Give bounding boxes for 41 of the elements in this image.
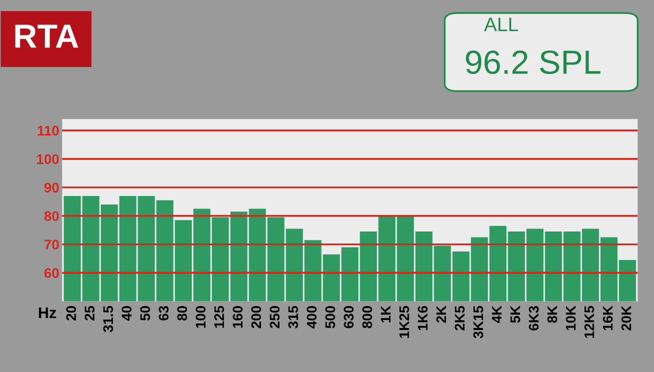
x-tick-label: 20K xyxy=(621,306,632,330)
x-tick-label: 12K5 xyxy=(584,306,594,338)
x-tick-label: 400 xyxy=(306,306,317,328)
x-tick-label: 40 xyxy=(122,306,132,321)
x-tick-label: 10K xyxy=(566,306,576,330)
x-tick-label: 250 xyxy=(270,306,280,328)
text: 96.2 SPL xyxy=(466,50,600,74)
x-tick-label: 6K3 xyxy=(528,306,539,330)
x-tick-label: 315 xyxy=(288,306,298,328)
x-axis-title: Hz xyxy=(38,307,56,318)
x-tick-label: 2K xyxy=(436,306,446,323)
y-tick-label: 70 xyxy=(44,240,59,250)
x-tick-label: 2K5 xyxy=(454,306,465,330)
x-tick-label: 1K6 xyxy=(418,306,428,330)
y-tick-label: 90 xyxy=(44,182,59,193)
chart-title: RTA xyxy=(15,24,78,48)
x-tick-label: 20 xyxy=(66,306,76,320)
x-tick-label: 8K xyxy=(547,306,558,323)
x-tick-label: 125 xyxy=(214,306,224,328)
y-tick-label: 100 xyxy=(37,154,59,164)
x-tick-label: 630 xyxy=(344,306,354,328)
y-tick-label: 60 xyxy=(44,268,59,278)
y-tick-label: 110 xyxy=(38,126,59,136)
x-tick-label: 31.5 xyxy=(103,306,114,332)
x-tick-label: 16K xyxy=(602,306,613,330)
x-tick-label: 4K xyxy=(492,306,502,324)
x-tick-label: 50 xyxy=(140,306,150,321)
x-tick-label: 100 xyxy=(196,306,206,328)
text: ALL xyxy=(484,18,518,32)
x-tick-label: 1K xyxy=(380,306,390,322)
x-tick-label: 1K25 xyxy=(399,306,410,338)
x-tick-label: 160 xyxy=(232,306,243,328)
x-tick-label: 3K15 xyxy=(473,306,484,338)
x-tick-label: 25 xyxy=(84,306,95,320)
x-tick-label: 200 xyxy=(251,306,262,328)
x-tick-label: 5K xyxy=(510,306,520,323)
y-tick-label: 80 xyxy=(44,211,59,222)
x-tick-label: 63 xyxy=(158,306,169,320)
x-tick-label: 80 xyxy=(177,306,188,320)
x-tick-label: 800 xyxy=(362,306,372,328)
x-tick-label: 500 xyxy=(325,306,336,328)
